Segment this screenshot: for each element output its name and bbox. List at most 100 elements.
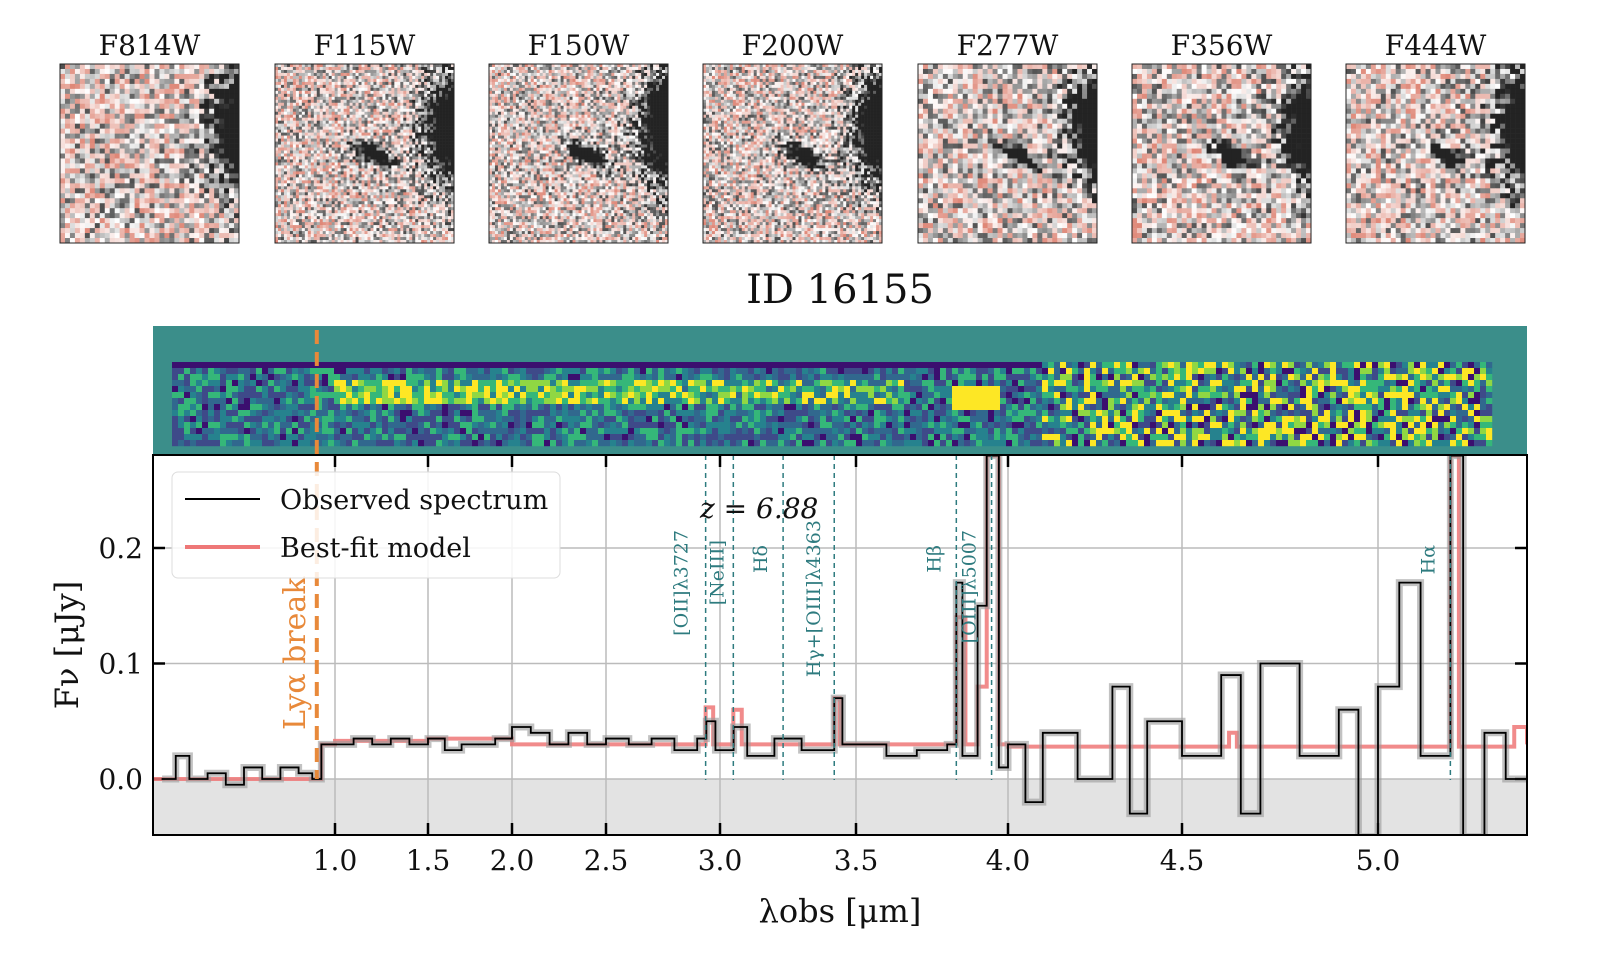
filter-label: F356W [1171, 29, 1273, 62]
emission-line-label: [NeIII] [706, 540, 728, 605]
observed-point [1111, 685, 1114, 688]
observed-point [1146, 720, 1148, 723]
x-axis-label: λobs [μm] [759, 892, 922, 930]
observed-point [855, 743, 857, 746]
observed-point [1240, 812, 1242, 815]
observed-point [714, 749, 717, 751]
observed-point [696, 737, 698, 740]
observed-point [1181, 755, 1183, 757]
observed-point [605, 737, 607, 740]
observed-point [1338, 708, 1340, 711]
observed-point [1129, 812, 1131, 815]
observed-point [311, 778, 314, 780]
observed-point [998, 766, 1000, 769]
y-axis-label: Fν [μJy] [48, 581, 86, 710]
observed-point [1504, 778, 1507, 780]
y-tick-label: 0.2 [98, 532, 143, 565]
observed-point [1042, 732, 1044, 734]
emission-line-label: [OII]λ3727 [671, 530, 693, 636]
observed-point [161, 778, 163, 780]
cutout-f277w: F277W [917, 29, 1098, 244]
emission-line-label: Hδ [750, 545, 772, 573]
x-tick-label: 3.5 [834, 844, 879, 877]
2d-spectrum [153, 326, 1527, 454]
observed-point [371, 743, 374, 746]
x-tick-label: 3.0 [698, 844, 743, 877]
y-tick-label: 0.1 [98, 648, 143, 681]
observed-point [1007, 743, 1009, 746]
observed-point [243, 766, 245, 769]
observed-point [427, 737, 429, 740]
observed-point [320, 743, 323, 746]
observed-point [673, 749, 676, 751]
filter-label: F115W [314, 29, 416, 62]
filter-label: F444W [1385, 29, 1487, 62]
chart-title: ID 16155 [746, 267, 934, 313]
observed-point [297, 772, 300, 775]
observed-point [1220, 674, 1222, 676]
negative-flux-shade [153, 779, 1527, 835]
legend-label-observed: Observed spectrum [280, 485, 548, 516]
observed-point [841, 743, 844, 746]
observed-point [961, 755, 964, 757]
observed-point [976, 604, 979, 607]
observed-point [530, 732, 532, 734]
observed-point [352, 737, 355, 740]
lya-break-label: Lyα break [278, 576, 313, 730]
observed-point [1298, 755, 1301, 757]
observed-point [460, 743, 463, 746]
observed-point [800, 749, 803, 751]
observed-point [494, 737, 497, 740]
cutout-f150w: F150W [488, 29, 669, 244]
observed-point [1259, 662, 1262, 665]
observed-point [885, 755, 888, 757]
observed-point [1419, 755, 1422, 757]
cutout-f814w: F814W [59, 29, 240, 244]
observed-point [746, 755, 748, 757]
observed-point [477, 743, 480, 746]
x-tick-label: 2.5 [584, 844, 629, 877]
observed-point [1076, 778, 1079, 780]
emission-line-label: [OIII]λ5007 [959, 530, 981, 643]
x-tick-label: 4.0 [986, 844, 1031, 877]
x-tick-label: 2.0 [490, 844, 535, 877]
observed-point [174, 755, 177, 757]
observed-point [334, 743, 336, 746]
x-tick-label: 1.0 [313, 844, 358, 877]
observed-point [586, 743, 588, 746]
cutout-f115w: F115W [274, 29, 455, 244]
series-observed-spectrum [162, 455, 1527, 835]
observed-point [567, 732, 570, 734]
x-tick-label: 5.0 [1356, 844, 1401, 877]
observed-point [206, 772, 209, 775]
observed-point [261, 778, 264, 780]
observed-point [946, 743, 948, 746]
plot-frame [152, 454, 1528, 836]
observed-point [390, 737, 392, 740]
cutout-f200w: F200W [702, 29, 883, 244]
observed-point [1377, 685, 1379, 688]
filter-label: F150W [528, 29, 630, 62]
observed-point [548, 743, 551, 746]
filter-label: F277W [957, 29, 1059, 62]
x-tick-label: 4.5 [1160, 844, 1205, 877]
observed-point [628, 743, 630, 746]
observed-point [444, 749, 446, 751]
legend: Observed spectrum Best-fit model [171, 471, 561, 579]
observed-point [1358, 836, 1360, 838]
observed-point [408, 743, 411, 746]
observed-point [1398, 581, 1401, 584]
observed-point [188, 778, 191, 780]
filter-label: F200W [742, 29, 844, 62]
observed-point [225, 783, 227, 786]
emission-line-label: Hβ [923, 545, 945, 573]
cutout-f444w: F444W [1345, 29, 1526, 244]
y-tick-label: 0.0 [98, 763, 143, 796]
legend-label-model: Best-fit model [280, 533, 471, 564]
observed-point [916, 749, 918, 751]
filter-label: F814W [99, 29, 201, 62]
observed-point [650, 737, 653, 740]
observed-point [773, 737, 776, 740]
observed-point [279, 766, 282, 769]
